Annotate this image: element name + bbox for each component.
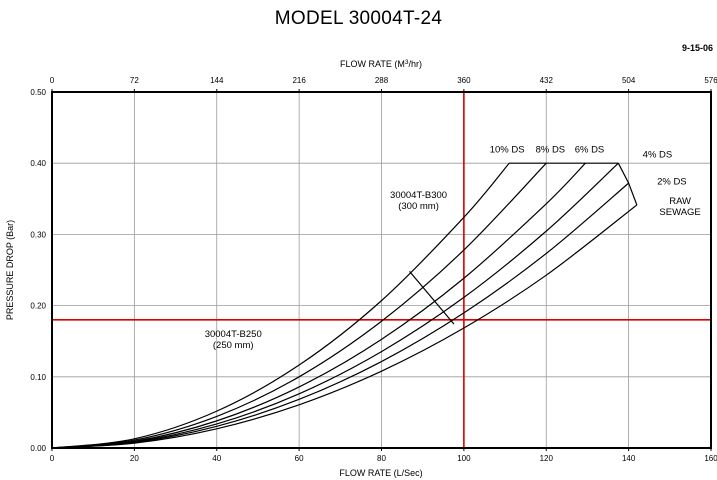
curve-label: 8% DS <box>536 145 566 156</box>
envelope-lines <box>409 162 638 325</box>
x2-tick-label: 504 <box>622 76 636 85</box>
y-axis-title: PRESSURE DROP (Bar) <box>5 220 15 320</box>
x2-tick-label: 0 <box>50 76 55 85</box>
y-tick-label: 0.20 <box>30 302 46 311</box>
y-tick-label: 0.10 <box>30 373 46 382</box>
curve-label: 6% DS <box>575 145 605 156</box>
x2-tick-label: 432 <box>540 76 554 85</box>
series-line-0 <box>51 162 510 449</box>
y-tick-label: 0.00 <box>30 444 46 453</box>
curve-label: 30004T-B250 (250 mm) <box>205 329 262 351</box>
tick-labels: 0 20 40 60 80 100 120 140 160 0 72 144 216 288 360 432 5… <box>30 76 717 463</box>
y-tick-label: 0.50 <box>30 88 46 97</box>
x-tick-label: 40 <box>212 454 221 463</box>
x2-axis-title: FLOW RATE (M3/hr) <box>340 59 422 69</box>
x-tick-label: 160 <box>704 454 717 463</box>
x-tick-label: 0 <box>50 454 55 463</box>
grid-lines <box>51 91 712 449</box>
series-line-1 <box>51 162 547 449</box>
x-tick-label: 100 <box>457 454 471 463</box>
x2-tick-label: 360 <box>457 76 471 85</box>
x-tick-label: 20 <box>130 454 139 463</box>
chart-title: MODEL 30004T-24 <box>274 8 443 29</box>
reference-lines <box>52 92 711 448</box>
x2-tick-label: 144 <box>210 76 224 85</box>
y-tick-label: 0.40 <box>30 159 46 168</box>
curve-label: 30004T-B300 (300 mm) <box>390 190 447 212</box>
envelope-line-2 <box>409 271 455 325</box>
x2-tick-label: 216 <box>292 76 306 85</box>
curve-label: 2% DS <box>657 177 687 188</box>
chart-date: 9-15-06 <box>681 43 713 53</box>
x2-tick-label: 576 <box>704 76 717 85</box>
curve-label: 10% DS <box>490 145 525 156</box>
x-tick-label: 140 <box>622 454 636 463</box>
x-tick-label: 120 <box>540 454 554 463</box>
series-line-4 <box>51 182 630 449</box>
curve-series <box>51 162 638 449</box>
series-line-5 <box>51 204 638 449</box>
series-line-2 <box>51 162 586 449</box>
x-tick-label: 80 <box>377 454 386 463</box>
x-tick-label: 60 <box>295 454 304 463</box>
x2-tick-label: 288 <box>375 76 389 85</box>
curve-annotations: 10% DS 8% DS 6% DS 4% DS 2% DS RAW SEWAGE 30004… <box>205 145 701 351</box>
y-tick-label: 0.30 <box>30 230 46 239</box>
curve-label: 4% DS <box>643 150 673 161</box>
x2-tick-label: 72 <box>130 76 139 85</box>
curve-label: RAW SEWAGE <box>659 196 700 218</box>
x-axis-title: FLOW RATE (L/Sec) <box>339 468 422 478</box>
envelope-line-1 <box>617 162 638 206</box>
series-line-3 <box>51 162 619 449</box>
